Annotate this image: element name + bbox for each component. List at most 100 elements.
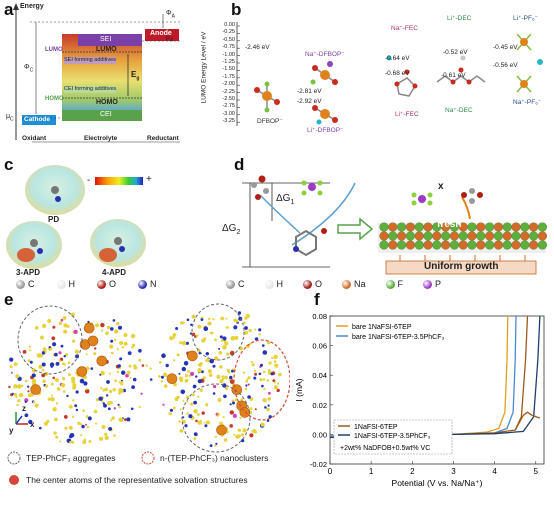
species-dfbop: DFBOP⁻ <box>257 118 283 125</box>
atom-sphere-icon <box>264 279 274 289</box>
lumo-label-center: LUMO <box>96 46 117 53</box>
lumo-y-tick: -0.50 <box>222 36 235 43</box>
atom-sphere-icon <box>138 279 148 289</box>
cei-additives-label: CEI forming additives <box>64 86 117 92</box>
energy-li-dfbop: -2.92 eV <box>297 98 322 105</box>
panel-label-a: a <box>4 0 14 19</box>
species-li-pf6: Li⁺-PF₆⁻ <box>513 15 539 22</box>
lsv-x-tick: 4 <box>492 467 497 476</box>
lsv-y-tick: 0.06 <box>312 342 327 351</box>
scale-plus: + <box>146 174 152 185</box>
lsv-legend-note: +2wt% NaDFOB+0.5wt% VC <box>340 445 430 452</box>
lsv-y-tick: 0.08 <box>312 312 327 321</box>
atom-legend-d: C H O Na F P <box>226 279 441 289</box>
lumo-y-tick: -2.25 <box>222 88 235 95</box>
mu-a-label: μA <box>166 34 174 44</box>
lsv-legend-label: bare 1NaFSI-6TEP-3.5PhCF₃ <box>352 334 444 341</box>
atom-sphere-icon <box>303 279 312 289</box>
molecule-3apd-label: 3-APD <box>16 268 41 277</box>
esp-maps <box>6 165 146 269</box>
pf6-molecule <box>301 180 323 196</box>
reductant-label: Reductant <box>147 135 179 142</box>
lsv-chart: 0 1 2 3 4 5 -0.02 0.00 0.02 0.04 0.06 0.08 Potential… <box>294 312 545 488</box>
legend-atom-d-p: P <box>423 279 441 289</box>
energy-label: Energy <box>20 3 44 10</box>
legend-atom-d-f: F <box>385 279 403 289</box>
atom-sphere-icon <box>385 279 395 289</box>
molecule-pd-label: PD <box>48 215 60 224</box>
lsv-y-tick: 0.04 <box>312 371 327 380</box>
species-li-fec: Li⁺-FEC <box>395 111 419 118</box>
lumo-y-tick: -3.00 <box>222 110 235 117</box>
homo-label-center: HOMO <box>96 99 118 106</box>
lsv-legend-label: bare 1NaFSI-6TEP <box>352 324 412 331</box>
electrolyte-label: Electrolyte <box>84 135 118 142</box>
dg2-label: ΔG2 <box>222 223 241 236</box>
panel-f: f 0 1 2 3 4 5 -0.02 0.00 0.02 0.04 0.06 0.08 Potenti… <box>292 290 554 508</box>
lsv-x-tick: 3 <box>451 467 456 476</box>
dg1-label: ΔG1 <box>276 193 295 206</box>
energy-na-fec: -0.64 eV <box>385 55 410 62</box>
lumo-label-left: LUMO <box>45 47 63 53</box>
energy-li-dec: -0.52 eV <box>443 49 468 56</box>
legend-atom-c-h: H <box>56 279 75 289</box>
panel-b: b <box>195 0 554 150</box>
molecule-fec <box>386 55 418 97</box>
energy-li-pf6: -0.45 eV <box>493 44 518 51</box>
mechanism-scheme <box>242 175 547 275</box>
aggregate-circle-1 <box>17 305 83 375</box>
molecule-dfbop <box>254 81 280 113</box>
esp-color-scale <box>95 177 143 185</box>
eg-label: Eg <box>131 70 140 82</box>
fec-molecule <box>251 175 269 200</box>
legend-center-atoms: The center atoms of the representative s… <box>26 475 248 485</box>
lsv-x-tick: 5 <box>534 467 539 476</box>
energy-na-dfbop: -2.81 eV <box>297 88 322 95</box>
lsv-y-tick: 0.02 <box>312 401 327 410</box>
species-na-pf6: Na⁺-PF₆⁻ <box>513 99 542 106</box>
lumo-y-tick: -1.25 <box>222 59 235 65</box>
lsv-plot-frame <box>329 315 545 465</box>
sei-label: SEI <box>100 36 112 43</box>
phi-a-label: ΦA <box>166 10 175 20</box>
anode-block <box>145 29 179 41</box>
legend-atom-c-c: C <box>16 279 35 289</box>
oxidant-label: Oxidant <box>22 135 47 142</box>
md-snapshot-left <box>8 312 153 445</box>
panel-label-e: e <box>4 290 14 309</box>
lsv-legend-label: 1NaFSI-6TEP <box>354 424 398 431</box>
cathode-label: Cathode <box>24 116 50 123</box>
md-snapshot-right <box>158 311 282 447</box>
apd-molecule <box>293 228 327 257</box>
panel-label-d: d <box>234 155 245 174</box>
species-li-dec: Li⁺-DEC <box>447 15 472 22</box>
lumo-y-tick: -1.75 <box>222 73 235 80</box>
uniform-growth-label: Uniform growth <box>424 261 499 272</box>
energy-diagram <box>13 3 180 143</box>
lumo-y-tick: 0.00 <box>224 22 235 28</box>
lsv-x-tick: 1 <box>369 467 374 476</box>
lumo-y-tick: -2.00 <box>222 81 235 88</box>
electrolyte-column <box>62 34 142 112</box>
lumo-y-tick: -2.50 <box>222 96 235 102</box>
aggregate-circle-3 <box>181 383 251 453</box>
blocked-cross: x <box>438 181 444 192</box>
sei-additives-label: SEI forming additives <box>64 57 116 63</box>
atom-sphere-icon <box>97 279 106 289</box>
nanocluster-circle <box>233 339 290 421</box>
energy-dfbop: -2.46 eV <box>245 44 270 51</box>
cathode-block <box>22 115 56 125</box>
lumo-y-tick: -0.75 <box>222 44 235 51</box>
panel-c: c - + PD 3-APD 4-APD C H O N <box>0 155 190 289</box>
molecule-dec <box>436 55 486 85</box>
atom-sphere-icon <box>342 279 352 289</box>
panel-d: d <box>200 155 554 289</box>
aggregate-circle-2 <box>191 303 245 361</box>
panel-label-c: c <box>4 155 14 174</box>
energy-na-dec: -0.61 eV <box>441 72 466 79</box>
mu-c-label: μC <box>6 113 14 123</box>
panel-a: a <box>0 0 185 150</box>
atom-sphere-icon <box>56 279 66 289</box>
process-arrow <box>337 217 374 241</box>
lumo-y-label: LUMO Energy Level / eV <box>200 31 208 104</box>
